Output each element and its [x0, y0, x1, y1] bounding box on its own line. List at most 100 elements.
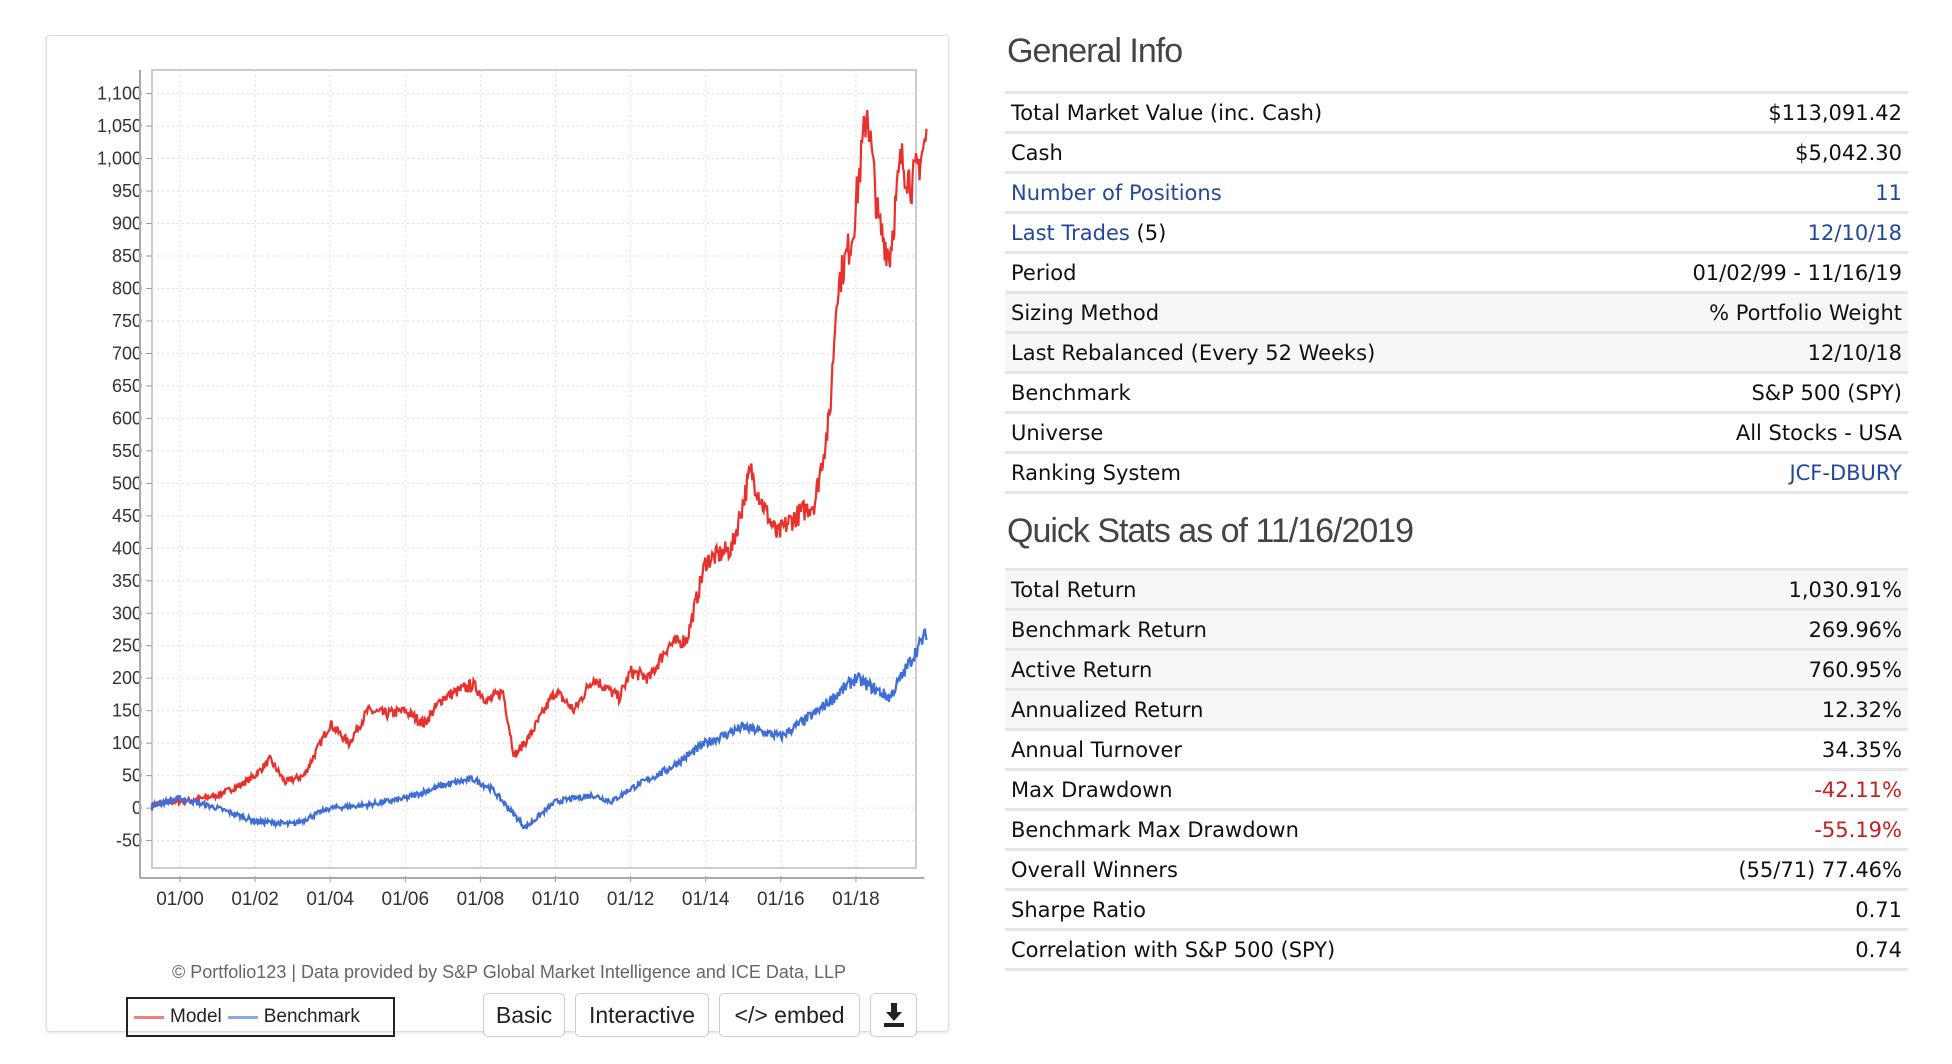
performance-chart: 1,100 1,050 1,000 950 900 850 800 750 700 650 600 5… [97, 69, 928, 910]
row-label-text: Sharpe Ratio [1011, 897, 1146, 922]
quick-stats-table: Total Return 1,030.91% Benchmark Return 269… [1005, 568, 1908, 971]
row-label: Total Market Value (inc. Cash) [1005, 92, 1574, 134]
basic-button[interactable]: Basic [483, 993, 565, 1037]
plot-area [151, 69, 917, 869]
row-label: Benchmark Return [1005, 609, 1599, 651]
y-tick-label: -50 [116, 831, 142, 851]
row-value: 0.74 [1598, 929, 1908, 971]
table-row: Sharpe Ratio 0.71 [1005, 889, 1908, 931]
general-info-title: General Info [1007, 32, 1183, 70]
model-swatch [134, 1015, 164, 1019]
table-row: Annual Turnover 34.35% [1005, 729, 1908, 771]
y-tick-label: 700 [112, 343, 142, 363]
row-value[interactable]: JCF-DBURY [1573, 452, 1908, 494]
row-value: $5,042.30 [1573, 132, 1908, 174]
row-value: 34.35% [1598, 729, 1908, 771]
row-value: 760.95% [1598, 649, 1908, 691]
y-tick-label: 500 [112, 473, 142, 493]
row-label-text[interactable]: Last Trades [1011, 220, 1130, 245]
row-label: Max Drawdown [1005, 769, 1599, 811]
row-value: All Stocks - USA [1573, 412, 1908, 454]
table-row: Period 01/02/99 - 11/16/19 [1005, 252, 1908, 294]
x-tick-label: 01/14 [682, 889, 730, 910]
benchmark-swatch [227, 1015, 258, 1019]
legend-model: Model [170, 1006, 222, 1027]
y-tick-label: 800 [112, 278, 142, 298]
row-value: 01/02/99 - 11/16/19 [1573, 252, 1908, 294]
y-tick-label: 550 [112, 441, 142, 461]
table-row: Overall Winners (55/71) 77.46% [1005, 849, 1908, 891]
row-label-text[interactable]: Number of Positions [1011, 180, 1222, 205]
interactive-button[interactable]: Interactive [575, 993, 709, 1037]
row-label-text: Last Rebalanced (Every 52 Weeks) [1011, 340, 1376, 365]
row-label: Correlation with S&P 500 (SPY) [1005, 929, 1599, 971]
chart-card: 1,100 1,050 1,000 950 900 850 800 750 700 650 600 5… [46, 35, 949, 1037]
table-row: Benchmark Return 269.96% [1005, 609, 1908, 651]
row-value: -55.19% [1598, 809, 1908, 851]
row-value: (55/71) 77.46% [1598, 849, 1908, 891]
general-info-table: Total Market Value (inc. Cash) $113,091.4… [1005, 91, 1908, 494]
row-value: -42.11% [1598, 769, 1908, 811]
table-row: Annualized Return 12.32% [1005, 689, 1908, 731]
row-label-text: Total Return [1011, 577, 1137, 602]
row-label: Last Trades (5) [1005, 212, 1574, 254]
table-row: Total Market Value (inc. Cash) $113,091.4… [1005, 92, 1908, 134]
table-row: Last Rebalanced (Every 52 Weeks) 12/10/18 [1005, 332, 1908, 374]
row-label-text: Universe [1011, 420, 1104, 445]
y-tick-label: 150 [112, 701, 142, 721]
table-row: Benchmark Max Drawdown -55.19% [1005, 809, 1908, 851]
table-row: Last Trades (5) 12/10/18 [1005, 212, 1908, 254]
table-row: Cash $5,042.30 [1005, 132, 1908, 174]
row-label: Sharpe Ratio [1005, 889, 1599, 931]
row-label-text: Correlation with S&P 500 (SPY) [1011, 937, 1336, 962]
chart-legend: Model Benchmark [126, 997, 395, 1037]
table-row: Correlation with S&P 500 (SPY) 0.74 [1005, 929, 1908, 971]
legend-benchmark: Benchmark [263, 1006, 360, 1027]
series-model-line [150, 109, 928, 811]
row-value[interactable]: 11 [1573, 172, 1908, 214]
x-tick-label: 01/16 [757, 889, 805, 910]
row-label-text: Annual Turnover [1011, 737, 1183, 762]
row-value: 269.96% [1598, 609, 1908, 651]
y-tick-label: 350 [112, 571, 142, 591]
row-label: Overall Winners [1005, 849, 1599, 891]
y-tick-label: 250 [112, 636, 142, 656]
row-label: Benchmark Max Drawdown [1005, 809, 1599, 851]
download-button[interactable] [870, 993, 917, 1037]
x-tick-label: 01/06 [382, 889, 430, 910]
row-label: Universe [1005, 412, 1574, 454]
table-row: Benchmark S&P 500 (SPY) [1005, 372, 1908, 414]
y-tick-label: 950 [112, 181, 142, 201]
y-tick-label: 1,100 [97, 84, 142, 104]
x-tick-label: 01/12 [607, 889, 655, 910]
row-label: Cash [1005, 132, 1574, 174]
row-label-text: Overall Winners [1011, 857, 1178, 882]
x-tick-label: 01/08 [457, 889, 505, 910]
x-tick-label: 01/18 [832, 889, 880, 910]
y-tick-label: 100 [112, 733, 142, 753]
row-label-text: Annualized Return [1011, 697, 1204, 722]
row-label-text: Ranking System [1011, 460, 1181, 485]
y-tick-label: 0 [132, 798, 142, 818]
y-tick-label: 850 [112, 246, 142, 266]
row-label: Annual Turnover [1005, 729, 1599, 771]
y-tick-label: 200 [112, 668, 142, 688]
series-benchmark-line [150, 628, 928, 830]
y-tick-label: 1,050 [97, 116, 142, 136]
x-tick-label: 01/00 [156, 889, 204, 910]
y-tick-label: 450 [112, 506, 142, 526]
row-value[interactable]: 12/10/18 [1573, 212, 1908, 254]
row-label-text: Benchmark [1011, 380, 1131, 405]
table-row: Number of Positions 11 [1005, 172, 1908, 214]
row-label: Ranking System [1005, 452, 1574, 494]
y-tick-label: 1,000 [97, 149, 142, 169]
y-tick-label: 600 [112, 408, 142, 428]
row-value: % Portfolio Weight [1573, 292, 1908, 334]
x-tick-label: 01/02 [231, 889, 279, 910]
row-label-suffix: (5) [1136, 220, 1167, 245]
table-row: Total Return 1,030.91% [1005, 569, 1908, 611]
row-value: 12/10/18 [1573, 332, 1908, 374]
row-value: 12.32% [1598, 689, 1908, 731]
table-row: Active Return 760.95% [1005, 649, 1908, 691]
embed-button[interactable]: </> embed [719, 993, 860, 1037]
